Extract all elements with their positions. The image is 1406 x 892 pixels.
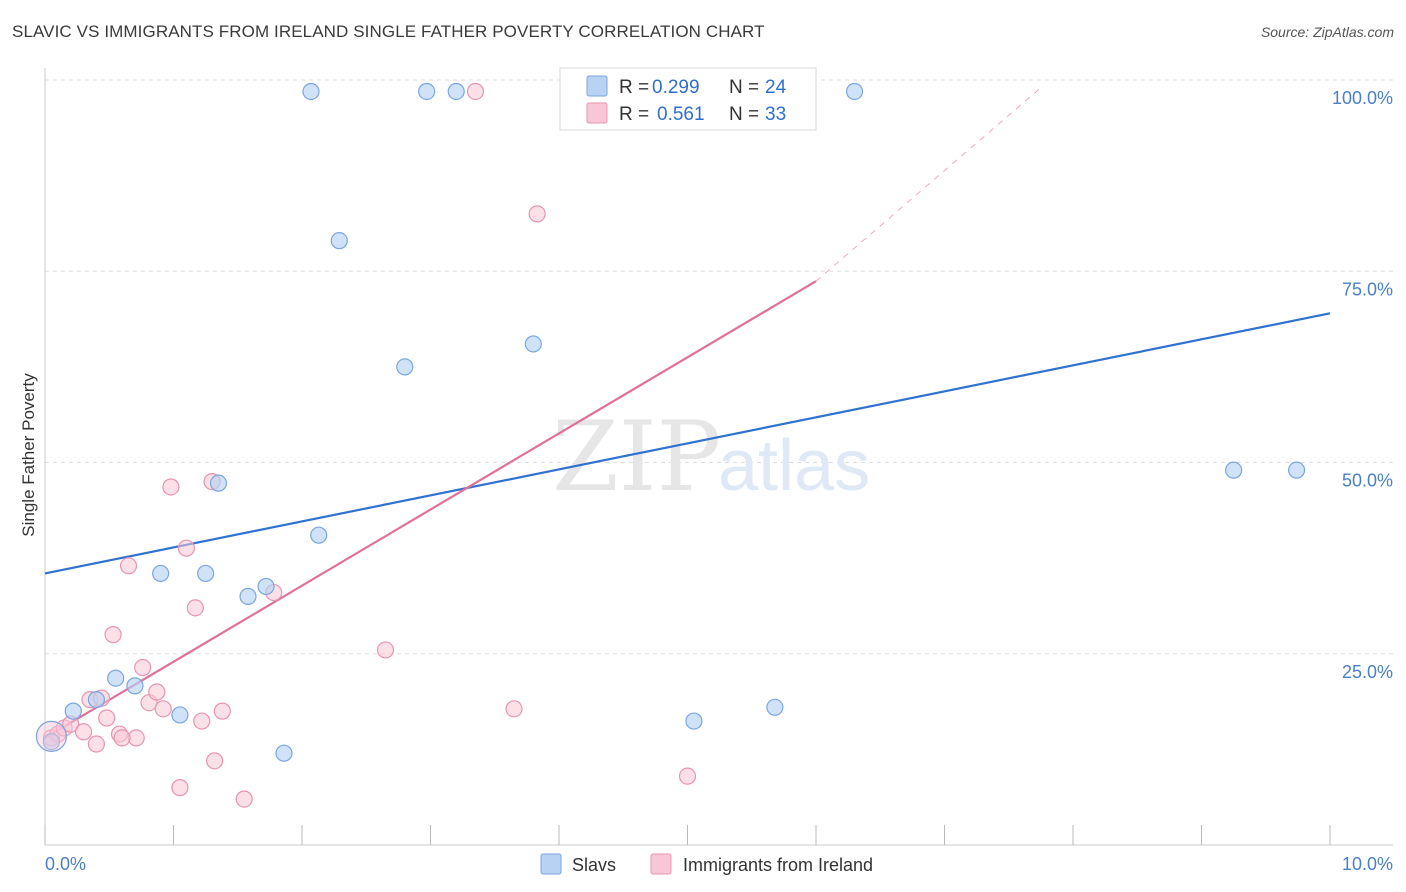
slavs-point (524, 335, 542, 353)
slavs-point (152, 564, 170, 583)
axes-layer: 25.0% 50.0% 75.0% 100.0% 0.0% 10.0% (44, 68, 1393, 874)
y-tick-label: 100.0% (1332, 88, 1393, 108)
ireland-point (154, 700, 172, 718)
slavs-point (126, 677, 144, 695)
y-tick-label: 50.0% (1342, 471, 1393, 491)
slavs-point (330, 232, 348, 250)
ireland-point (235, 790, 253, 808)
slavs-point (310, 526, 328, 544)
legend-ireland-r-label: R = (619, 104, 649, 125)
grid-layer (45, 79, 1393, 655)
ireland-point (186, 599, 204, 617)
ireland-point (466, 82, 485, 101)
legend-slavs-n-label: N = (729, 77, 759, 98)
watermark-atlas: atlas (718, 426, 870, 506)
slavs-point (447, 82, 465, 101)
y-tick-label: 25.0% (1342, 662, 1393, 682)
chart-source: Source: ZipAtlas.com (1260, 24, 1394, 40)
bottom-legend-ireland-swatch (650, 853, 672, 875)
ireland-point (148, 683, 166, 701)
legend-ireland-n-label: N = (729, 104, 759, 125)
x-tick-label: 10.0% (1342, 854, 1393, 874)
ireland-point (74, 723, 93, 741)
bottom-legend: Slavs Immigrants from Ireland (540, 853, 873, 875)
ireland-point (213, 702, 231, 720)
y-tick-label: 75.0% (1342, 279, 1393, 299)
slavs-point (209, 474, 228, 492)
points-layer (35, 82, 1306, 808)
ireland-point (104, 626, 122, 644)
slavs-point (418, 82, 436, 101)
slavs-point (1287, 461, 1306, 479)
slavs-point (107, 669, 125, 687)
slavs-point (396, 358, 414, 376)
ireland-trend-extension (815, 87, 1042, 282)
slavs-point (257, 577, 275, 596)
bottom-legend-slavs-swatch (540, 853, 562, 875)
bottom-legend-slavs-label: Slavs (572, 855, 616, 875)
y-axis-title: Single Father Poverty (19, 373, 38, 537)
ireland-point (193, 712, 211, 730)
top-legend: R = 0.299 N = 24 R = 0.561 N = 33 (559, 67, 817, 131)
legend-slavs-n-value: 24 (765, 77, 787, 98)
slavs-point (766, 698, 784, 716)
ireland-point (119, 557, 138, 575)
ireland-trend-line (44, 280, 817, 739)
ireland-point (134, 658, 152, 677)
slavs-point (87, 691, 106, 709)
bottom-legend-ireland-label: Immigrants from Ireland (683, 855, 873, 875)
chart-title: SLAVIC VS IMMIGRANTS FROM IRELAND SINGLE… (12, 22, 765, 41)
legend-ireland-r-value: 0.561 (657, 104, 705, 125)
ireland-point (376, 641, 395, 659)
ireland-point (206, 752, 224, 770)
watermark: ZIP atlas (552, 401, 870, 513)
ireland-point (87, 735, 106, 753)
legend-slavs-r-label: R = (619, 77, 649, 98)
ireland-point (177, 539, 195, 557)
watermark-zip: ZIP (552, 401, 721, 513)
ireland-point (113, 729, 131, 747)
slavs-point (845, 82, 864, 101)
x-tick-label: 0.0% (45, 854, 86, 874)
slavs-point (171, 706, 189, 724)
slavs-point (302, 82, 320, 101)
slavs-trend-line (44, 312, 1331, 575)
ireland-point (505, 700, 523, 718)
ireland-point (162, 478, 180, 496)
trend-layer (44, 87, 1331, 739)
ireland-point (528, 205, 546, 223)
ireland-point (171, 779, 189, 797)
slavs-point (64, 702, 82, 720)
slavs-point (42, 733, 61, 751)
legend-ireland-swatch (586, 102, 608, 124)
legend-slavs-swatch (586, 75, 608, 97)
slavs-point (685, 712, 703, 730)
legend-slavs-r-value: 0.299 (652, 77, 700, 98)
slavs-point (239, 587, 257, 605)
cluster-point (35, 720, 68, 752)
legend-ireland-n-value: 33 (765, 104, 786, 125)
ireland-point (98, 709, 116, 727)
slavs-point (1225, 461, 1243, 479)
ireland-point (678, 767, 697, 785)
slavs-point (197, 564, 215, 583)
slavs-point (275, 744, 293, 762)
